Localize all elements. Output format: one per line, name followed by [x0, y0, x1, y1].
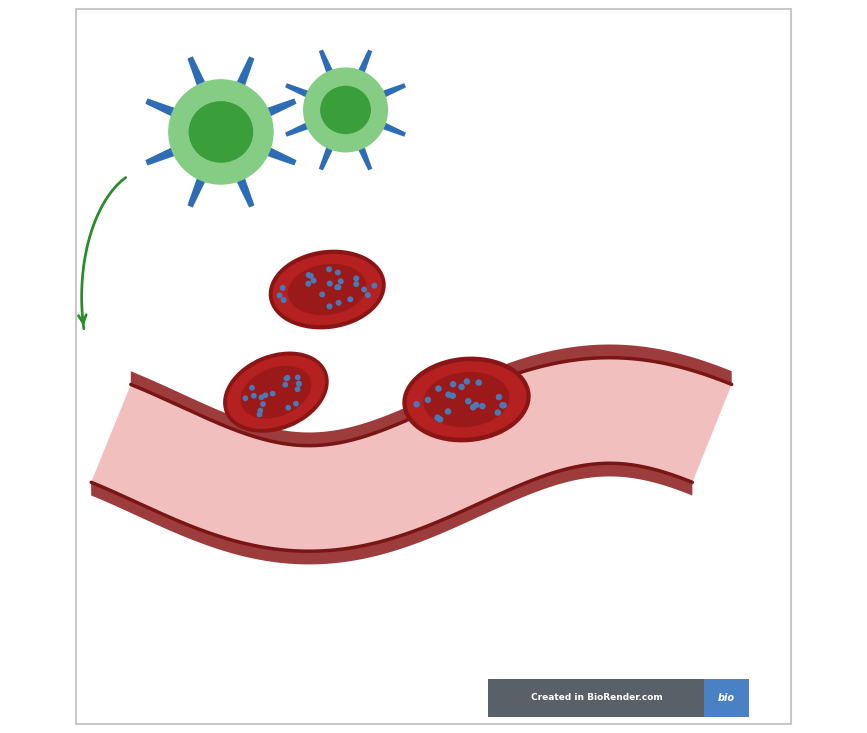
Circle shape — [414, 401, 420, 408]
Circle shape — [437, 416, 443, 423]
Circle shape — [295, 375, 301, 380]
Circle shape — [348, 296, 353, 302]
Polygon shape — [357, 144, 372, 170]
Circle shape — [499, 402, 505, 408]
Ellipse shape — [288, 264, 367, 315]
Circle shape — [473, 402, 479, 408]
Polygon shape — [380, 84, 406, 99]
Circle shape — [327, 281, 333, 287]
Polygon shape — [357, 50, 372, 76]
Circle shape — [353, 281, 359, 287]
Circle shape — [446, 391, 452, 398]
Polygon shape — [263, 146, 297, 166]
Ellipse shape — [189, 101, 253, 163]
Circle shape — [465, 398, 472, 405]
Polygon shape — [235, 56, 254, 90]
Text: bio: bio — [718, 693, 735, 703]
Circle shape — [336, 300, 342, 306]
Ellipse shape — [269, 250, 386, 329]
Circle shape — [297, 381, 302, 387]
Circle shape — [496, 394, 502, 400]
Circle shape — [283, 382, 288, 388]
Circle shape — [281, 297, 287, 303]
Polygon shape — [131, 345, 732, 446]
Ellipse shape — [223, 352, 329, 432]
Circle shape — [257, 408, 264, 413]
Circle shape — [284, 375, 290, 380]
Polygon shape — [319, 144, 335, 170]
Polygon shape — [285, 84, 311, 99]
Circle shape — [365, 292, 371, 298]
Circle shape — [371, 283, 377, 289]
Polygon shape — [146, 146, 179, 166]
Circle shape — [258, 394, 264, 400]
Circle shape — [336, 284, 342, 290]
Circle shape — [338, 279, 343, 284]
Circle shape — [251, 393, 257, 399]
Circle shape — [308, 273, 314, 279]
Circle shape — [295, 386, 301, 392]
Circle shape — [353, 276, 359, 281]
Bar — [488, 679, 705, 717]
Circle shape — [280, 285, 286, 291]
Circle shape — [293, 401, 299, 407]
Circle shape — [475, 380, 482, 386]
Circle shape — [249, 385, 255, 391]
Circle shape — [260, 401, 266, 407]
Circle shape — [445, 408, 451, 415]
Circle shape — [319, 292, 325, 298]
Circle shape — [362, 287, 367, 292]
Circle shape — [494, 409, 501, 416]
Bar — [705, 679, 749, 717]
Polygon shape — [235, 174, 254, 207]
Circle shape — [285, 405, 291, 410]
Ellipse shape — [272, 254, 381, 325]
Ellipse shape — [407, 361, 526, 438]
Circle shape — [243, 395, 248, 401]
Text: Created in BioRender.com: Created in BioRender.com — [531, 693, 662, 702]
Circle shape — [470, 404, 476, 410]
Polygon shape — [146, 98, 179, 118]
Ellipse shape — [320, 86, 371, 134]
Ellipse shape — [240, 366, 311, 419]
Circle shape — [257, 412, 263, 417]
Circle shape — [284, 375, 290, 381]
Circle shape — [425, 397, 431, 403]
Circle shape — [263, 392, 268, 398]
Circle shape — [500, 402, 507, 408]
Polygon shape — [187, 174, 207, 207]
Circle shape — [335, 270, 341, 276]
Circle shape — [464, 378, 470, 385]
Circle shape — [296, 380, 302, 386]
Polygon shape — [319, 50, 335, 76]
Circle shape — [450, 381, 456, 388]
Circle shape — [479, 403, 486, 409]
Ellipse shape — [226, 356, 325, 429]
Circle shape — [277, 292, 283, 298]
Polygon shape — [91, 463, 693, 564]
Circle shape — [449, 393, 456, 399]
Circle shape — [327, 303, 332, 309]
Circle shape — [326, 266, 332, 272]
Circle shape — [434, 414, 440, 421]
Circle shape — [305, 281, 311, 287]
Polygon shape — [380, 121, 406, 136]
Circle shape — [310, 278, 316, 284]
Circle shape — [435, 386, 441, 392]
Polygon shape — [91, 358, 732, 551]
Circle shape — [270, 391, 276, 397]
Ellipse shape — [303, 67, 388, 152]
Circle shape — [334, 284, 340, 290]
Polygon shape — [263, 98, 297, 118]
Polygon shape — [187, 56, 207, 90]
Ellipse shape — [402, 356, 531, 443]
Circle shape — [459, 383, 465, 390]
Ellipse shape — [423, 372, 510, 427]
Circle shape — [306, 272, 311, 278]
Polygon shape — [285, 121, 311, 136]
Ellipse shape — [168, 79, 274, 185]
